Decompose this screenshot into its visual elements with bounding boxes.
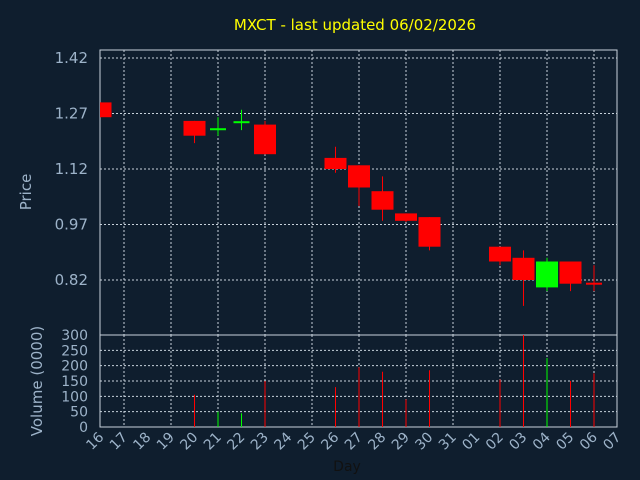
candlesticks <box>100 102 602 306</box>
x-tick-label: 25 <box>295 430 319 454</box>
volume-tick-label: 100 <box>61 389 88 405</box>
x-tick-label: 31 <box>436 430 460 454</box>
x-tick-label: 06 <box>577 429 601 453</box>
x-tick-label: 28 <box>365 430 389 454</box>
price-tick-label: 0.82 <box>55 271 88 289</box>
volume-tick-label: 0 <box>79 420 88 436</box>
price-axis-label: Price <box>17 174 35 211</box>
x-tick-label: 24 <box>271 429 295 453</box>
price-tick-label: 0.97 <box>55 216 88 234</box>
x-tick-label: 26 <box>318 429 342 453</box>
volume-tick-label: 250 <box>61 343 88 359</box>
candle-body <box>489 246 511 262</box>
x-tick-label: 07 <box>600 430 624 454</box>
volume-tick-label: 200 <box>61 359 88 375</box>
chart-title: MXCT - last updated 06/02/2026 <box>234 16 476 34</box>
x-tick-label: 02 <box>483 430 507 454</box>
price-tick-label: 1.12 <box>55 160 88 178</box>
candle-body <box>371 191 394 210</box>
volume-axis-label: Volume (0000) <box>28 326 46 436</box>
x-tick-label: 03 <box>506 430 530 454</box>
candle-body <box>395 213 417 221</box>
x-tick-label: 19 <box>154 430 178 454</box>
x-tick-label: 18 <box>130 430 154 454</box>
x-tick-label: 29 <box>389 430 413 454</box>
candle-body <box>559 261 582 284</box>
candle-body <box>100 102 112 118</box>
x-tick-label: 04 <box>530 429 554 453</box>
x-tick-label: 22 <box>224 430 248 454</box>
candle-body <box>512 257 535 280</box>
x-axis-label: Day <box>333 459 361 475</box>
volume-tick-label: 50 <box>70 405 88 421</box>
x-tick-label: 21 <box>201 430 225 454</box>
x-axis-ticks: 16 17 18 19 20 21 22 23 24 25 26 27 28 29 30 31 01 02 03 04… <box>83 429 624 453</box>
x-tick-label: 23 <box>248 430 272 454</box>
candle-body <box>324 157 347 169</box>
x-tick-label: 30 <box>412 430 436 454</box>
candle-body <box>418 217 441 247</box>
volume-bars <box>194 335 595 427</box>
candle-body <box>348 165 370 188</box>
price-tick-label: 1.42 <box>55 49 88 67</box>
price-axis-ticks: 1.42 1.27 1.12 0.97 0.82 <box>55 49 88 289</box>
volume-tick-label: 300 <box>61 328 88 344</box>
x-tick-label: 27 <box>342 430 366 454</box>
volume-tick-label: 150 <box>61 374 88 390</box>
candle-body <box>254 124 276 155</box>
candle-body <box>536 261 558 288</box>
x-tick-label: 05 <box>553 430 577 454</box>
candle-body <box>183 120 206 136</box>
x-tick-label: 01 <box>459 430 483 454</box>
x-tick-label: 17 <box>107 430 131 454</box>
x-tick-label: 20 <box>177 430 201 454</box>
price-tick-label: 1.27 <box>55 105 88 123</box>
